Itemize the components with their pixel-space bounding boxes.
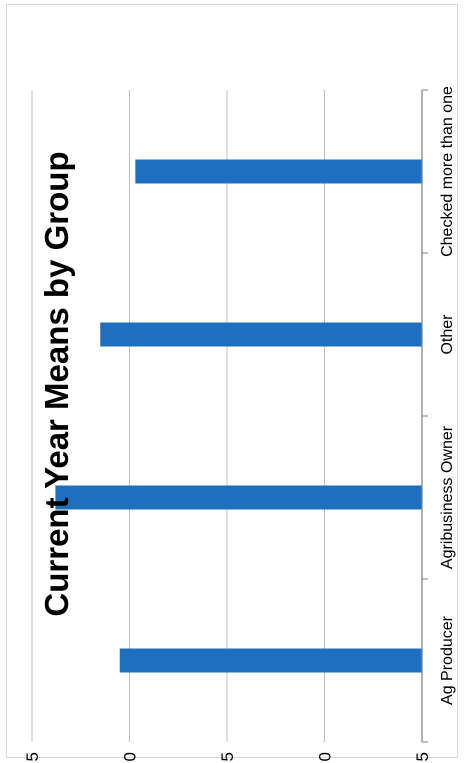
value-axis: 4.5 5.0 5.5 6.0 6.5 (23, 89, 432, 763)
tick-label: 5.5 (218, 752, 237, 763)
bar (119, 648, 422, 673)
tick-label: 4.5 (413, 752, 432, 763)
category-labels: Ag Producer Agribusiness Owner Other Checke… (439, 86, 456, 705)
category-label: Other (439, 314, 456, 355)
category-label: Checked more than one (439, 86, 456, 257)
bar (135, 159, 422, 184)
tick-label: 6.0 (121, 752, 140, 763)
bar (55, 485, 423, 510)
tick-label: 6.5 (23, 752, 42, 763)
gridlines (31, 90, 423, 742)
bar (100, 322, 422, 347)
category-label: Agribusiness Owner (439, 425, 456, 569)
category-label: Ag Producer (439, 615, 456, 705)
tick-label: 5.0 (316, 752, 335, 763)
chart-title: Current Year Means by Group (38, 151, 75, 616)
chart-frame (6, 4, 458, 758)
bars (55, 159, 423, 673)
